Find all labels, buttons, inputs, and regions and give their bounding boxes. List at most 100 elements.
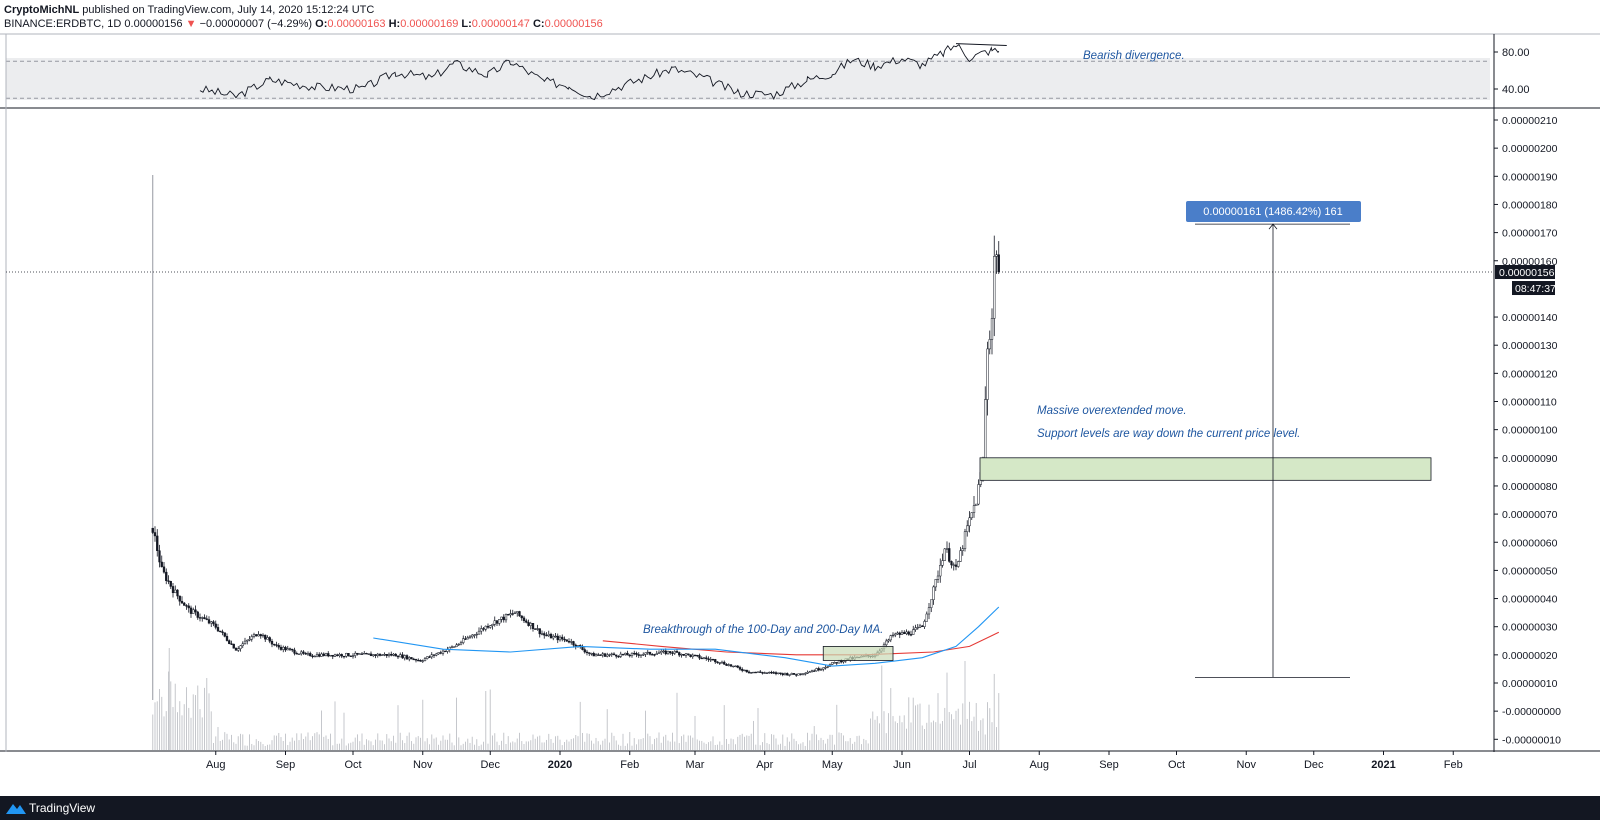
volume-bar — [237, 736, 239, 750]
candle-body — [522, 617, 526, 622]
volume-bar — [438, 744, 439, 750]
volume-bar — [883, 711, 885, 750]
candle-body — [581, 646, 584, 650]
candle-body — [617, 655, 620, 658]
low-key: L: — [461, 18, 472, 30]
candle-body — [207, 619, 211, 624]
price-chart[interactable]: 80.00 40.00 0.00000210 0.00000200 0.00000190… — [0, 0, 1600, 796]
volume-bar — [939, 723, 941, 750]
candle-body — [824, 667, 827, 669]
volume-bar — [836, 704, 838, 750]
candle-body — [720, 661, 724, 664]
volume-bar — [285, 733, 286, 750]
price-tick-label: 0.00000020 — [1502, 650, 1558, 662]
candle-body — [228, 640, 231, 644]
candle-body — [304, 653, 307, 655]
volume-bar — [282, 740, 284, 750]
candle-body — [426, 656, 429, 659]
candle-body — [711, 659, 715, 661]
candle-body — [608, 654, 611, 656]
volume-bar — [631, 745, 633, 750]
candle-body — [174, 589, 177, 593]
volume-bar — [521, 741, 523, 750]
volume-bar — [363, 744, 365, 750]
candle-body — [248, 638, 251, 641]
volume-bar — [613, 735, 615, 750]
volume-bar — [532, 734, 534, 750]
candle-body — [621, 653, 625, 656]
volume-bar — [186, 687, 187, 750]
volume-bar — [584, 741, 586, 750]
volume-bar — [919, 703, 921, 750]
candle-body — [655, 653, 658, 655]
candle-body — [637, 654, 640, 656]
candle-body — [743, 669, 746, 672]
candle-body — [815, 668, 818, 672]
candle-body — [466, 637, 469, 640]
volume-bar — [818, 740, 820, 750]
price-tick-label: 0.00000110 — [1502, 397, 1557, 409]
volume-bar — [159, 688, 160, 750]
price-tick-label: 0.00000140 — [1502, 312, 1558, 324]
volume-bar — [591, 740, 592, 750]
time-tick-label: 2020 — [548, 759, 572, 771]
volume-bar — [663, 736, 664, 750]
candle-body — [750, 672, 753, 674]
volume-bar — [541, 742, 543, 750]
candle-body — [309, 653, 312, 657]
candle-body — [741, 669, 744, 671]
ohlc-line: BINANCE:ERDBTC, 1D 0.00000156 ▼ −0.00000… — [4, 17, 603, 31]
volume-bar — [874, 719, 876, 750]
candle-body — [387, 653, 391, 656]
candle-body — [464, 638, 467, 640]
footer-brand[interactable]: TradingView — [29, 801, 96, 815]
candle-body — [268, 637, 271, 642]
volume-bar — [708, 742, 709, 750]
volume-bar — [773, 734, 775, 750]
volume-bar — [699, 740, 700, 750]
volume-bar — [368, 740, 370, 750]
author-name[interactable]: CryptoMichNL — [4, 4, 80, 16]
volume-bar — [424, 741, 426, 750]
candle-body — [450, 646, 454, 648]
candle-body — [570, 641, 573, 643]
volume-bar — [168, 671, 169, 750]
volume-bar — [577, 736, 579, 750]
volume-bar — [260, 741, 262, 750]
candle-body — [331, 654, 334, 657]
volume-bar — [537, 736, 538, 750]
candle-body — [543, 633, 546, 636]
volume-bar — [316, 732, 318, 750]
candle-body — [662, 650, 665, 652]
volume-bar — [195, 695, 196, 750]
time-tick-label: Apr — [756, 759, 773, 771]
volume-bar — [775, 738, 777, 750]
volume-bar — [579, 701, 581, 750]
candle-body — [761, 672, 764, 674]
tradingview-logo-icon[interactable] — [6, 801, 26, 815]
volume-bar — [829, 734, 831, 750]
volume-bar — [798, 744, 799, 750]
volume-bar — [474, 744, 475, 750]
volume-bar — [375, 739, 376, 750]
volume-bar — [759, 745, 761, 750]
volume-bar — [447, 739, 448, 750]
candle-body — [282, 646, 285, 650]
volume-bar — [881, 665, 883, 750]
candle-body — [588, 652, 591, 654]
time-tick-label: Dec — [1304, 759, 1324, 771]
volume-bar — [933, 720, 934, 750]
breakout-zone — [822, 646, 894, 661]
candle-body — [342, 655, 346, 658]
volume-bar — [903, 715, 905, 750]
volume-bar — [172, 707, 174, 750]
candle-body — [435, 653, 438, 656]
candle-body — [684, 653, 688, 656]
candle-body — [689, 654, 692, 657]
candle-body — [437, 652, 440, 655]
time-tick-label: Mar — [686, 759, 705, 771]
volume-bar — [431, 734, 433, 750]
candle-body — [691, 654, 694, 657]
candle-body — [988, 339, 991, 350]
high-value: 0.00000169 — [400, 18, 459, 30]
